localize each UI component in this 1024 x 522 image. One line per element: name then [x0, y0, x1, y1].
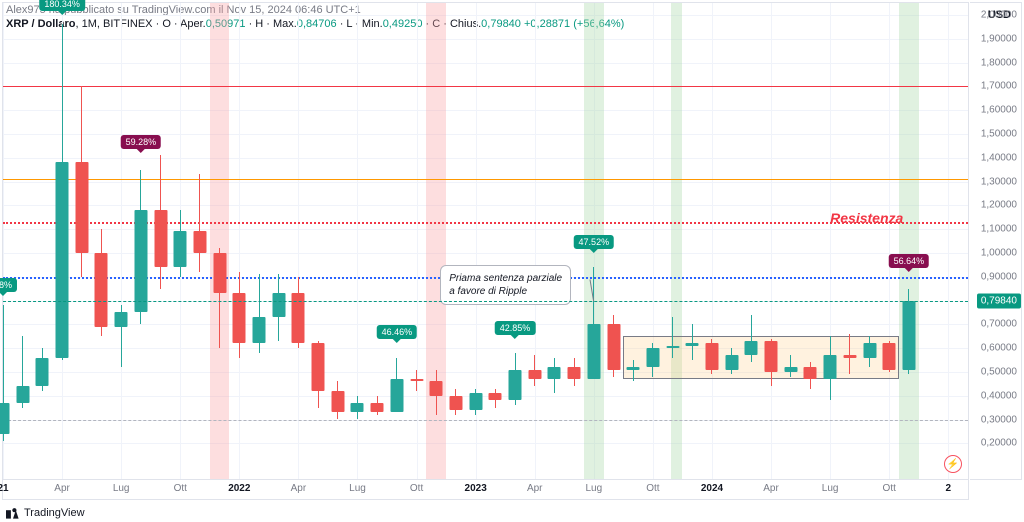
gridline-h — [3, 396, 968, 397]
x-tick-label: 2 — [946, 483, 952, 494]
x-tick-label: Apr — [291, 483, 307, 494]
y-tick-label: 0,40000 — [981, 390, 1017, 401]
gridline-v — [121, 3, 122, 479]
range-box — [623, 336, 899, 379]
y-tick-label: 0,30000 — [981, 414, 1017, 425]
x-tick-label: Apr — [527, 483, 543, 494]
y-tick-label: 1,70000 — [981, 81, 1017, 92]
y-tick-label: 0,20000 — [981, 438, 1017, 449]
x-axis[interactable]: 21 Apr Lug Ott 2022 Apr Lug Ott 2023 Apr Lug Ott 202… — [2, 480, 969, 500]
flash-icon[interactable]: ⚡ — [944, 455, 962, 473]
y-tick-label: 0,90000 — [981, 271, 1017, 282]
y-tick-label: 1,40000 — [981, 152, 1017, 163]
current-price-line — [3, 301, 968, 302]
x-tick-label: Ott — [410, 483, 423, 494]
highlight-band — [210, 3, 230, 479]
gridline-v — [830, 3, 831, 479]
current-price-tag: 0,79840 — [977, 293, 1021, 308]
y-tick-label: 1,10000 — [981, 224, 1017, 235]
gridline-v — [239, 3, 240, 479]
gridline-v — [771, 3, 772, 479]
gridline-h — [3, 39, 968, 40]
trend-line — [3, 222, 968, 224]
gridline-h — [3, 443, 968, 444]
highlight-band — [671, 3, 683, 479]
gridline-h — [3, 15, 968, 16]
gridline-h — [3, 229, 968, 230]
resistance-label: Resistenza — [830, 210, 903, 226]
x-tick-label: 2022 — [228, 483, 250, 494]
x-tick-label: Lug — [113, 483, 130, 494]
gridline-v — [298, 3, 299, 479]
x-tick-label: Ott — [883, 483, 896, 494]
gridline-v — [948, 3, 949, 479]
percent-badge: 47.52% — [574, 235, 615, 249]
y-tick-label: 1,20000 — [981, 200, 1017, 211]
y-tick-label: 0,50000 — [981, 366, 1017, 377]
y-tick-label: 0,70000 — [981, 319, 1017, 330]
x-tick-label: Lug — [349, 483, 366, 494]
percent-badge: 180.34% — [39, 0, 85, 11]
trend-line — [3, 179, 968, 180]
x-tick-label: Apr — [54, 483, 70, 494]
x-tick-label: Lug — [585, 483, 602, 494]
percent-badge: 59.28% — [121, 135, 162, 149]
trend-line — [3, 86, 968, 87]
gridline-h — [3, 324, 968, 325]
percent-badge: 88% — [0, 278, 17, 292]
chart-area[interactable]: 88% 180.34% 59.28% 46.46% 42.85% 47.52% 56.64%… — [2, 2, 969, 480]
percent-badge: 42.85% — [495, 321, 536, 335]
percent-badge: 56.64% — [889, 254, 930, 268]
x-tick-label: Lug — [822, 483, 839, 494]
gridline-h — [3, 63, 968, 64]
callout-box: Priama sentenza parzialea favore di Ripp… — [440, 265, 571, 305]
gridline-h — [3, 182, 968, 183]
gridline-h — [3, 158, 968, 159]
y-tick-label: 1,60000 — [981, 105, 1017, 116]
tv-icon — [6, 507, 20, 519]
x-tick-label: Apr — [763, 483, 779, 494]
gridline-h — [3, 110, 968, 111]
gridline-v — [889, 3, 890, 479]
percent-badge: 46.46% — [377, 325, 418, 339]
gridline-h — [3, 205, 968, 206]
tradingview-logo[interactable]: TradingView — [6, 507, 85, 519]
x-tick-label: 21 — [0, 483, 9, 494]
y-tick-label: 1,90000 — [981, 33, 1017, 44]
y-tick-label: 0,60000 — [981, 343, 1017, 354]
highlight-band — [899, 3, 919, 479]
y-axis[interactable]: USD 2,000001,900001,800001,700001,600001… — [970, 2, 1022, 480]
trend-line — [3, 420, 968, 421]
y-tick-label: 1,80000 — [981, 57, 1017, 68]
gridline-v — [535, 3, 536, 479]
x-tick-label: 2023 — [465, 483, 487, 494]
gridline-v — [417, 3, 418, 479]
gridline-v — [712, 3, 713, 479]
x-tick-label: Ott — [646, 483, 659, 494]
gridline-v — [653, 3, 654, 479]
x-tick-label: 2024 — [701, 483, 723, 494]
y-tick-label: 2,00000 — [981, 9, 1017, 20]
x-tick-label: Ott — [174, 483, 187, 494]
y-tick-label: 1,30000 — [981, 176, 1017, 187]
gridline-h — [3, 253, 968, 254]
y-tick-label: 1,00000 — [981, 247, 1017, 258]
y-tick-label: 1,50000 — [981, 128, 1017, 139]
